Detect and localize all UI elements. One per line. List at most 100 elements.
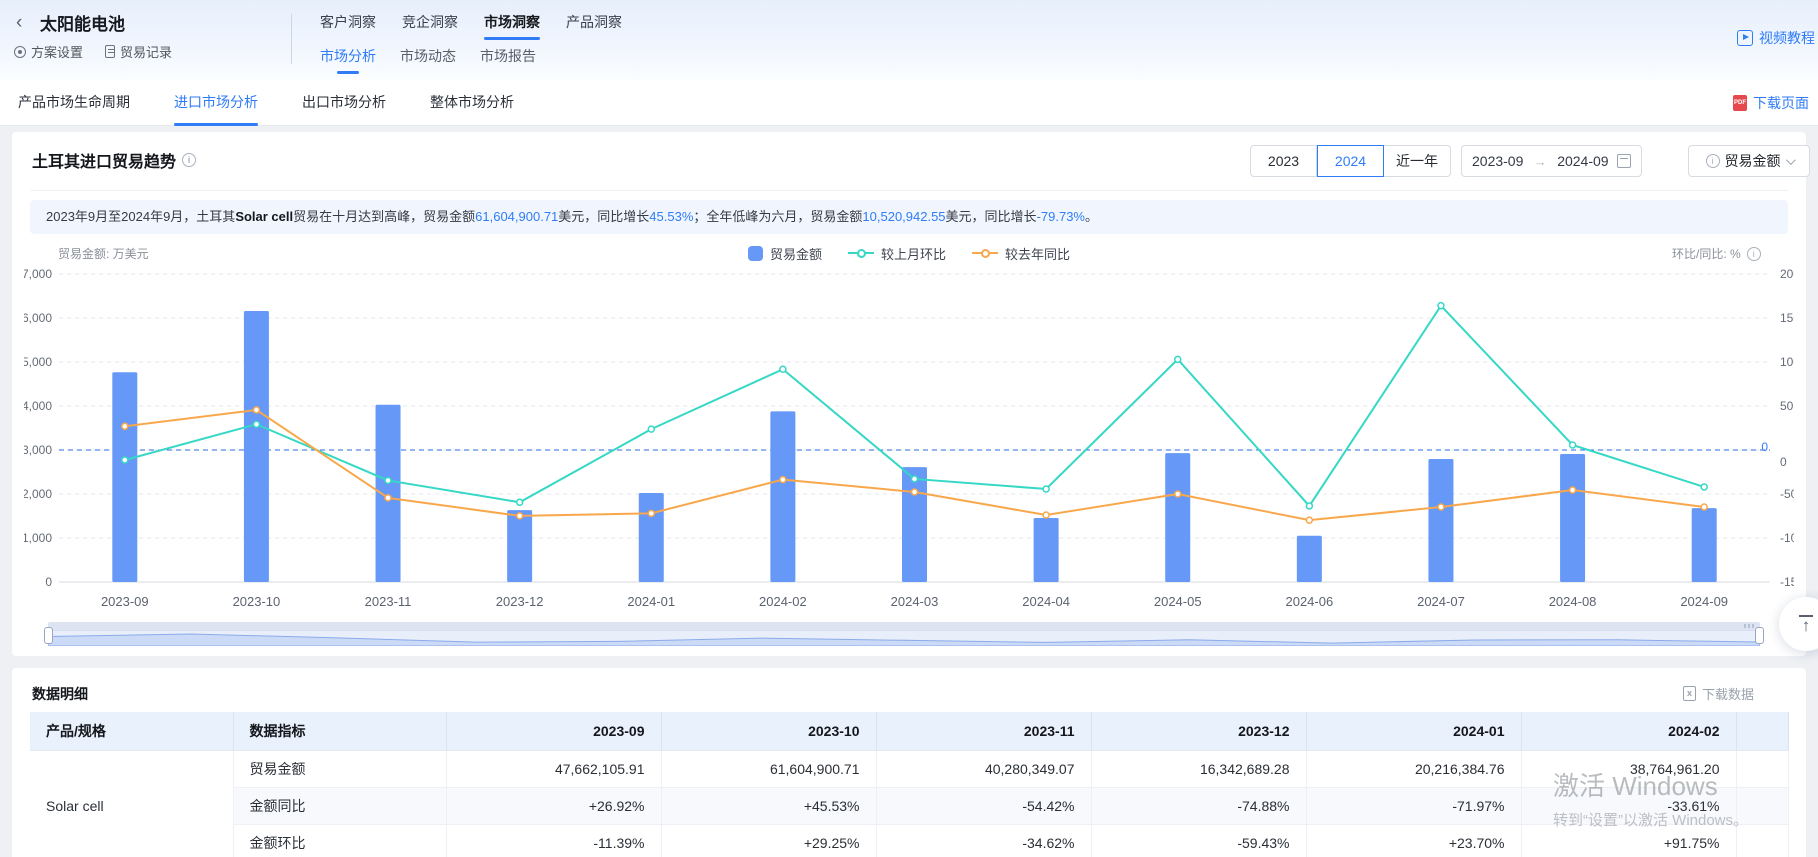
back-chevron-icon[interactable]: ‹	[16, 12, 23, 33]
value-cell-2024-02: 38,764,961.20	[1521, 750, 1737, 788]
sub-tab-0[interactable]: 市场分析	[320, 46, 376, 75]
nav-item-3[interactable]: 整体市场分析	[430, 94, 514, 110]
quick-link-0[interactable]: 方案设置	[14, 42, 83, 61]
nav-item-0[interactable]: 产品市场生命周期	[18, 94, 130, 110]
x-axis-label: 2024-03	[891, 594, 939, 609]
legend-bar-symbol	[747, 245, 763, 261]
nav-item-1[interactable]: 进口市场分析	[174, 80, 258, 126]
marker-0-2024-03	[910, 475, 919, 483]
download-data-button[interactable]: x 下载数据	[1683, 684, 1754, 703]
right-axis-title: 环比/同比: % i	[1672, 245, 1761, 262]
value-cell-2023-09: -11.39%	[446, 824, 662, 857]
trend-summary: 2023年9月至2024年9月，土耳其Solar cell贸易在十月达到高峰，贸…	[30, 200, 1788, 234]
value-cell-2023-12: 16,342,689.28	[1091, 750, 1307, 788]
sub-tab-1[interactable]: 市场动态	[400, 48, 456, 64]
bar-2024-03	[902, 467, 927, 582]
right-axis-tick: 200	[1780, 267, 1794, 281]
right-axis-tick: -50	[1780, 487, 1794, 501]
main-tab-3[interactable]: 产品洞察	[566, 14, 622, 30]
chart-zoom-slider[interactable]	[44, 622, 1764, 647]
chart-canvas[interactable]: 0 1,000 2,000 3,000 4,000 5,000 6,000 7,000 -150…	[22, 266, 1804, 620]
x-axis-label: 2024-06	[1285, 594, 1333, 609]
date-range-picker[interactable]: 2023-09 → 2024-09	[1461, 145, 1642, 177]
marker-0-2023-12	[515, 498, 524, 507]
value-cell-2024-01: 20,216,384.76	[1306, 750, 1522, 788]
value-cell-2023-11: 40,280,349.07	[876, 750, 1092, 788]
bar-2023-10	[243, 310, 269, 582]
page-title: 太阳能电池	[40, 15, 125, 34]
bar-2024-09	[1691, 508, 1717, 582]
data-table: 产品/规格 数据指标 2023-09 2023-10 2023-11 2023-12 202…	[30, 712, 1789, 857]
legend-item-0[interactable]: 贸易金额	[747, 244, 822, 263]
summary-segment: 2023年9月至2024年9月，土耳其	[46, 209, 236, 224]
info-icon[interactable]: i	[1746, 246, 1761, 261]
trend-card: 土耳其进口贸易趋势 i 2023 2024 近一年 2023-09 → 2024-0…	[12, 132, 1810, 656]
quick-link-1[interactable]: 贸易记录	[105, 42, 172, 61]
x-axis-label: 2023-11	[365, 594, 412, 609]
play-icon	[1737, 30, 1753, 46]
x-axis-label: 2024-05	[1154, 594, 1202, 609]
bar-2024-06	[1296, 535, 1322, 582]
value-cell-2023-10: +29.25%	[661, 824, 877, 857]
x-axis-label: 2024-08	[1549, 594, 1597, 609]
header-divider	[291, 14, 292, 64]
x-axis-label: 2024-09	[1680, 594, 1728, 609]
main-tabs: 客户洞察 竞企洞察 市场洞察 产品洞察	[320, 12, 622, 42]
year-button-2023[interactable]: 2023	[1250, 145, 1317, 177]
empty-cell	[1736, 824, 1789, 857]
summary-segment: Solar cell	[235, 209, 294, 224]
sub-tab-2[interactable]: 市场报告	[480, 48, 536, 64]
value-cell-2024-01: -71.97%	[1306, 787, 1522, 825]
x-axis-label: 2024-02	[759, 594, 807, 609]
slider-minimap[interactable]	[47, 630, 1761, 647]
slider-handle-left[interactable]	[44, 627, 53, 644]
nav-items: 产品市场生命周期 进口市场分析 出口市场分析 整体市场分析	[18, 80, 514, 126]
marker-1-2024-08	[1568, 486, 1577, 494]
legend-item-1[interactable]: 较上月环比	[847, 244, 946, 263]
bar-2023-11	[375, 404, 401, 582]
header-quick-links: 方案设置 贸易记录	[14, 42, 172, 61]
value-cell-2024-01: +23.70%	[1306, 824, 1522, 857]
col-header-2023-09: 2023-09	[446, 712, 662, 751]
x-axis-label: 2023-12	[496, 594, 544, 609]
left-axis-title: 贸易金额: 万美元	[58, 247, 149, 261]
trend-chart[interactable]: 0 1,000 2,000 3,000 4,000 5,000 6,000 7,000 -150…	[22, 266, 1804, 620]
marker-1-2024-03	[910, 488, 919, 496]
bar-2024-04	[1033, 517, 1059, 582]
nav-item-2[interactable]: 出口市场分析	[302, 94, 386, 110]
legend-item-2[interactable]: 较去年同比	[972, 244, 1070, 263]
left-axis-tick: 2,000	[24, 487, 52, 501]
back-to-top-button[interactable]: ↑	[1779, 597, 1818, 651]
right-axis-title-text: 环比/同比: %	[1672, 247, 1741, 261]
metric-cell: 金额环比	[233, 824, 447, 857]
value-cell-2023-11: -34.62%	[876, 824, 1092, 857]
x-axis-label: 2023-10	[233, 594, 281, 609]
marker-0-2024-01	[647, 425, 656, 433]
marker-0-2024-07	[1437, 301, 1445, 310]
slider-handle-right[interactable]	[1755, 627, 1764, 644]
bar-2023-12	[507, 510, 533, 582]
slider-track[interactable]	[48, 622, 1760, 630]
video-tutorial-link[interactable]: 视频教程	[1737, 28, 1815, 48]
x-axis-label: 2024-04	[1022, 594, 1070, 609]
left-axis-tick: 6,000	[24, 311, 52, 325]
year-button-近一年[interactable]: 近一年	[1384, 145, 1451, 177]
marker-0-2024-09	[1700, 483, 1708, 491]
right-axis-tick: 0	[1780, 455, 1787, 469]
target-icon	[14, 45, 26, 58]
metric-dropdown[interactable]: i 贸易金额	[1688, 145, 1810, 177]
download-page-button[interactable]: PDF 下载页面	[1733, 80, 1809, 126]
main-tab-0[interactable]: 客户洞察	[320, 14, 376, 30]
info-icon[interactable]: i	[182, 153, 197, 167]
document-icon	[105, 45, 116, 58]
summary-segment: -79.73%	[1036, 209, 1085, 224]
col-header-2023-12: 2023-12	[1091, 712, 1307, 751]
value-cell-2023-09: 47,662,105.91	[446, 750, 662, 788]
year-button-2024[interactable]: 2024	[1317, 145, 1384, 177]
left-axis-tick: 1,000	[24, 531, 52, 545]
main-tab-1[interactable]: 竞企洞察	[402, 14, 458, 30]
marker-0-2024-05	[1173, 355, 1182, 364]
bar-2024-08	[1560, 453, 1586, 582]
legend-label: 较去年同比	[1005, 246, 1071, 262]
main-tab-2[interactable]: 市场洞察	[484, 12, 540, 42]
